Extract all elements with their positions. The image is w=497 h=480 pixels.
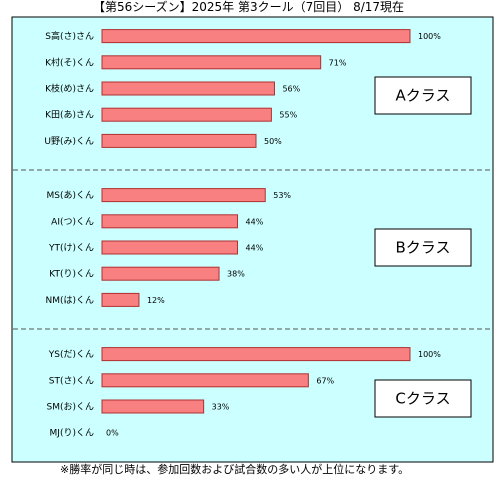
data-label: 44% [246, 244, 264, 253]
bar [101, 81, 275, 96]
category-label: K村(そ)くん [45, 56, 94, 68]
data-label: 53% [273, 191, 291, 200]
class-label: Cクラス [395, 390, 450, 408]
data-label: 55% [279, 111, 297, 120]
category-label: YT(け)くん [48, 243, 94, 254]
category-label: NM(は)くん [45, 295, 94, 306]
data-label: 56% [282, 85, 300, 94]
footnote: ※勝率が同じ時は、参加回数および試合数の多い人が上位になります。 [60, 463, 410, 476]
category-label: SM(お)くん [46, 402, 94, 413]
category-label: K田(あ)さん [45, 110, 94, 121]
class-label-box [374, 228, 472, 267]
data-label: 44% [246, 217, 264, 226]
bar [101, 347, 411, 362]
chart-title: 【第56シーズン】2025年 第3クール（7回目） 8/17現在 [92, 0, 405, 14]
data-label: 50% [264, 137, 282, 146]
data-label: 0% [106, 429, 119, 438]
data-label: 12% [147, 296, 165, 305]
category-label: U野(み)くん [44, 136, 94, 147]
data-label: 71% [329, 58, 347, 67]
data-label: 100% [418, 350, 441, 359]
bar [101, 373, 309, 388]
category-label: S高(さ)さん [45, 30, 94, 42]
bar [101, 29, 411, 44]
category-label: KT(り)くん [49, 269, 94, 280]
data-label: 38% [227, 270, 245, 279]
bar [101, 55, 322, 70]
data-label: 33% [212, 403, 230, 412]
bar [101, 133, 257, 148]
category-label: AI(つ)くん [51, 216, 94, 227]
class-label: Aクラス [396, 87, 451, 105]
bar [101, 240, 239, 255]
class-label-box [374, 76, 472, 115]
bar [101, 107, 272, 122]
category-label: MS(あ)くん [46, 190, 94, 201]
bar [101, 188, 266, 203]
class-label-box [374, 379, 472, 418]
category-label: K枝(め)さん [45, 83, 94, 95]
category-label: MJ(り)くん [50, 428, 94, 439]
data-label: 67% [316, 376, 334, 385]
category-label: ST(さ)くん [49, 375, 94, 386]
category-label: YS(だ)くん [48, 349, 94, 360]
bar [101, 399, 205, 414]
data-label: 100% [418, 32, 441, 41]
class-label: Bクラス [396, 239, 451, 257]
bar [101, 266, 220, 281]
bar [101, 214, 239, 229]
bar [101, 292, 140, 307]
